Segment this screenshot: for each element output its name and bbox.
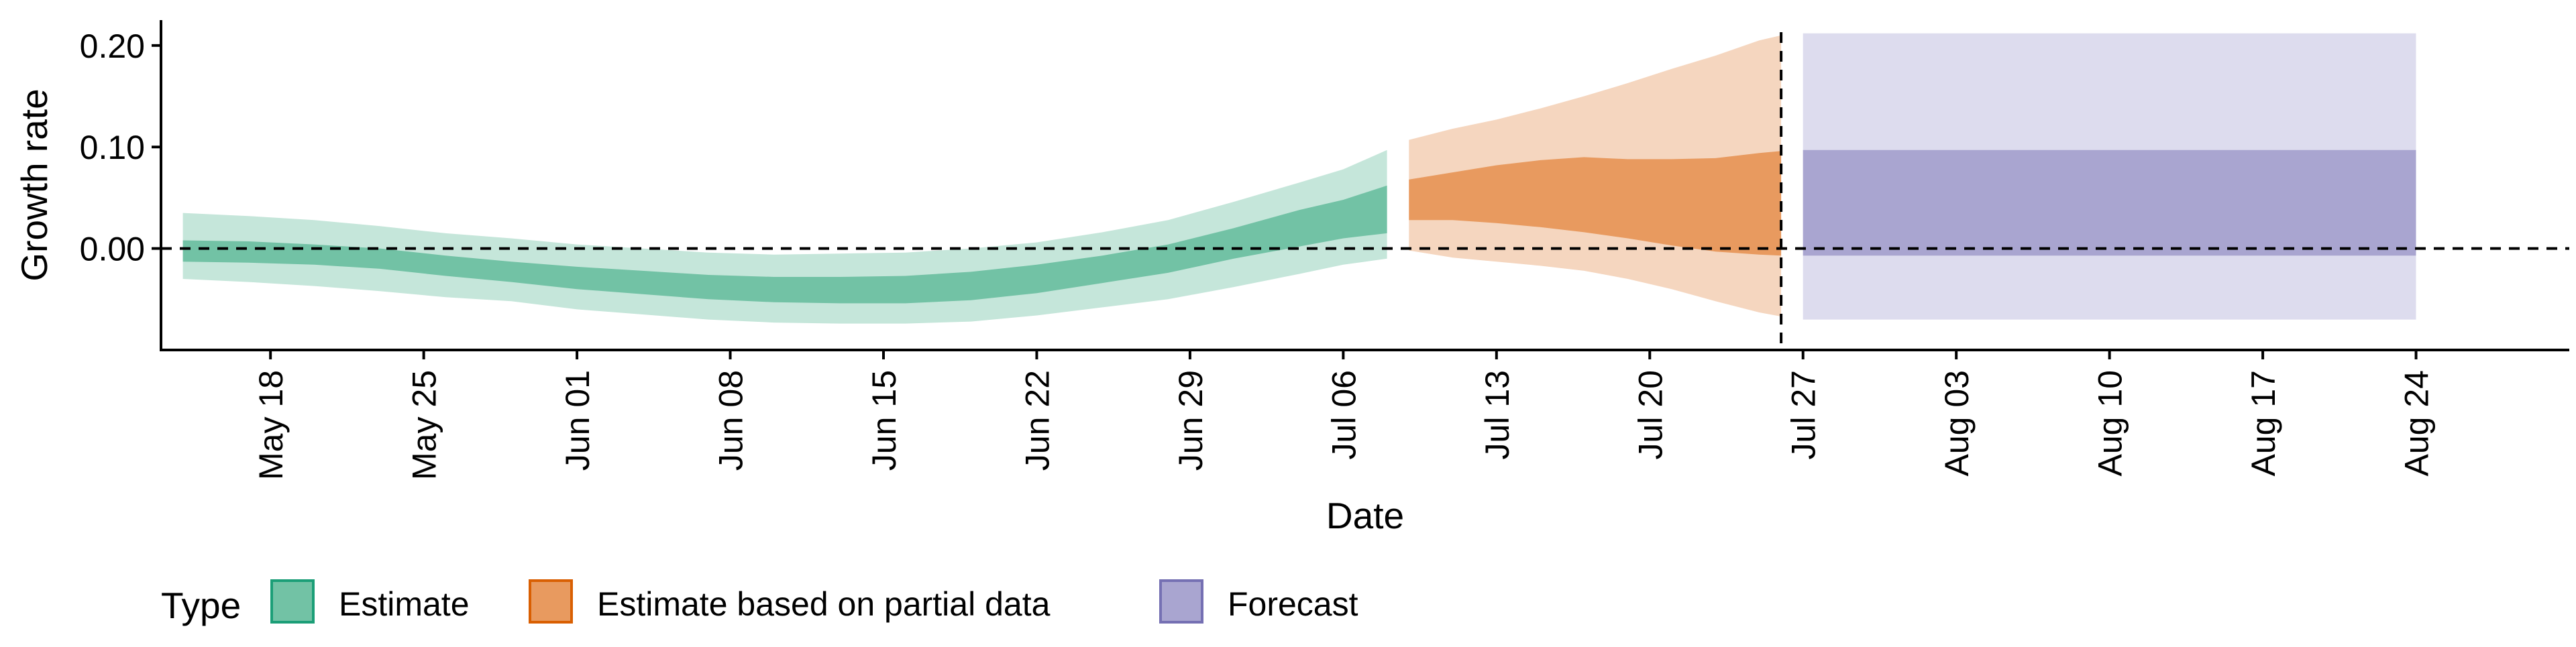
y-axis-ticks: 0.00 0.10 0.20 [80,27,161,268]
x-axis-label: Date [1326,495,1404,536]
x-tick-label: Jul 13 [1479,370,1516,459]
x-tick-label: Jul 27 [1785,370,1823,459]
x-tick-label: Jun 01 [559,370,596,471]
estimate-based-on-partial-data-inner-band [1409,151,1782,256]
x-axis-ticks: May 18 May 25 Jun 01 Jun 08 Jun 15 Jun 22 Jun … [252,350,2436,480]
legend-swatch [270,579,315,624]
legend-title: Type [161,585,241,626]
x-tick-label: Jun 08 [712,370,750,471]
bands-layer [182,33,2416,324]
x-tick-label: Jun 15 [865,370,903,471]
legend: Type Estimate Estimate based on partial d… [161,579,1358,626]
y-tick-label: 0.10 [80,129,145,166]
x-tick-label: Jul 06 [1325,370,1362,459]
reference-lines [161,32,2569,350]
legend-swatch [529,579,573,624]
forecast-inner-band [1803,150,2416,256]
legend-swatch [1159,579,1203,624]
x-tick-label: May 25 [406,370,443,480]
x-tick-label: Aug 03 [1938,370,1976,476]
x-tick-label: Jun 29 [1172,370,1210,471]
x-tick-label: Aug 17 [2245,370,2282,476]
estimate-inner-band [182,185,1387,304]
y-tick-label: 0.00 [80,231,145,268]
x-tick-label: Jun 22 [1018,370,1056,471]
legend-label: Forecast [1228,585,1358,623]
legend-label: Estimate [339,585,470,623]
y-axis-label: Growth rate [13,89,55,281]
axes [160,20,2569,351]
x-tick-label: Aug 10 [2092,370,2129,476]
x-tick-label: Jul 20 [1631,370,1669,459]
y-tick-label: 0.20 [80,27,145,65]
legend-label: Estimate based on partial data [597,585,1051,623]
x-tick-label: May 18 [252,370,290,480]
x-tick-label: Aug 24 [2398,370,2436,476]
